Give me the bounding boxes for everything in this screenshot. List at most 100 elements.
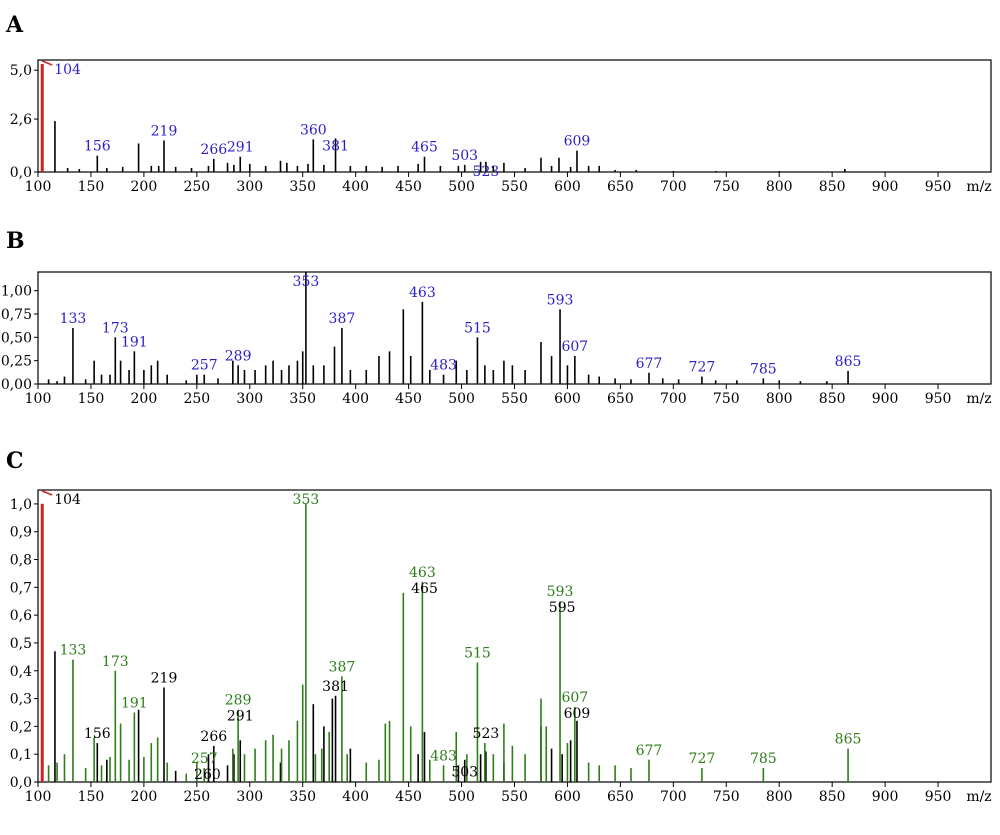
peak-label: 483	[430, 358, 457, 374]
peak-label: 607	[561, 339, 588, 355]
peak-label: 677	[636, 356, 663, 372]
y-tick-label: 0,75	[1, 307, 32, 323]
y-tick-label: 0,25	[1, 354, 32, 370]
peak-label: 266	[200, 729, 227, 745]
x-tick-label: 150	[78, 179, 105, 195]
chart-panel-b: 100 150 200 250 300 350 400 450 500 550 600 650 700 7…	[1, 271, 992, 407]
peak-label: 219	[151, 123, 178, 139]
y-tick-label: 1,00	[1, 284, 32, 300]
peak-label: 387	[329, 659, 356, 675]
y-tick-label: 0,0	[10, 775, 32, 791]
highlight-peak-tick	[41, 490, 53, 496]
x-tick-label: 950	[925, 789, 952, 805]
y-tick-label: 0,7	[10, 580, 32, 596]
x-tick-label: 950	[925, 179, 952, 195]
peak-label: 463	[409, 285, 436, 301]
panel-label-b: B	[6, 228, 25, 254]
x-tick-label: 900	[872, 391, 899, 407]
panel-label-c: C	[6, 448, 24, 474]
peak-label: 727	[689, 360, 716, 376]
y-tick-label: 0,6	[10, 608, 32, 624]
peak-label: 463	[409, 565, 436, 581]
chart-panel-a: 100 150 200 250 300 350 400 450 500 550 600 650 700 7…	[10, 59, 992, 195]
y-tick-label: 2,6	[10, 112, 32, 128]
x-tick-label: 300	[236, 789, 263, 805]
x-tick-label: 500	[448, 789, 475, 805]
peak-label: 593	[547, 292, 574, 308]
peak-label: 257	[191, 751, 218, 767]
x-tick-label: 300	[236, 179, 263, 195]
peak-label: 381	[322, 679, 349, 695]
peak-label: 465	[411, 140, 438, 156]
x-tick-label: 850	[819, 391, 846, 407]
peak-label: 677	[636, 743, 663, 759]
x-tick-label: 550	[501, 391, 528, 407]
peak-label: 104	[54, 62, 81, 78]
y-tick-label: 0,0	[10, 165, 32, 181]
peak-label: 387	[329, 311, 356, 327]
y-tick-label: 1,0	[10, 497, 32, 513]
x-tick-label: 450	[395, 179, 422, 195]
x-tick-label: 250	[183, 789, 210, 805]
peak-label: 353	[293, 492, 320, 508]
x-tick-label: 350	[289, 391, 316, 407]
peak-label: 465	[411, 581, 438, 597]
y-tick-label: 5,0	[10, 63, 32, 79]
peak-label: 727	[689, 751, 716, 767]
peak-label: 289	[225, 348, 252, 364]
x-tick-label: 650	[607, 179, 634, 195]
peak-label: 289	[225, 693, 252, 709]
x-tick-label: 900	[872, 179, 899, 195]
x-tick-label: 200	[131, 391, 158, 407]
peak-label: 785	[750, 361, 777, 377]
y-tick-label: 0,9	[10, 525, 32, 541]
x-tick-label: 200	[131, 789, 158, 805]
peak-label: 260	[194, 767, 221, 783]
plot-frame-a	[37, 59, 992, 173]
peak-label: 257	[191, 358, 218, 374]
x-tick-label: 950	[925, 391, 952, 407]
peak-label: 595	[549, 600, 576, 616]
x-tick-label: 850	[819, 179, 846, 195]
x-tick-label: 600	[554, 391, 581, 407]
x-tick-label: 250	[183, 391, 210, 407]
peak-label: 133	[60, 643, 87, 659]
peak-label: 291	[227, 140, 254, 156]
peak-label: 609	[564, 706, 591, 722]
x-tick-label: 500	[448, 179, 475, 195]
y-tick-label: 0,00	[1, 377, 32, 393]
peak-label: 173	[102, 320, 129, 336]
x-tick-label: 800	[766, 789, 793, 805]
x-tick-label: 450	[395, 391, 422, 407]
x-tick-label: 800	[766, 179, 793, 195]
y-tick-label: 0,2	[10, 719, 32, 735]
x-tick-label: 100	[25, 179, 52, 195]
y-tick-label: 0,8	[10, 553, 32, 569]
x-tick-label: 700	[660, 391, 687, 407]
peak-label: 483	[430, 748, 457, 764]
peak-label: 607	[561, 690, 588, 706]
y-tick-label: 0,5	[10, 636, 32, 652]
peak-label: 503	[451, 148, 478, 164]
x-tick-label: 400	[342, 391, 369, 407]
x-axis-unit-label: m/z	[966, 789, 991, 805]
y-tick-label: 0,1	[10, 747, 32, 763]
chart-panel-c: 100 150 200 250 300 350 400 450 500 550 600 650 700 7…	[10, 489, 992, 805]
x-tick-label: 850	[819, 789, 846, 805]
peak-label: 360	[300, 122, 327, 138]
x-tick-label: 150	[78, 391, 105, 407]
peak-label: 609	[564, 134, 591, 150]
peak-label: 785	[750, 751, 777, 767]
y-tick-label: 0,50	[1, 330, 32, 346]
x-tick-label: 100	[25, 789, 52, 805]
peak-label: 104	[54, 492, 81, 508]
peak-label: 173	[102, 654, 129, 670]
x-tick-label: 600	[554, 789, 581, 805]
peak-label: 219	[151, 670, 178, 686]
x-tick-label: 450	[395, 789, 422, 805]
peak-label: 156	[84, 726, 111, 742]
x-axis-unit-label: m/z	[966, 391, 991, 407]
peak-label: 523	[473, 164, 500, 180]
